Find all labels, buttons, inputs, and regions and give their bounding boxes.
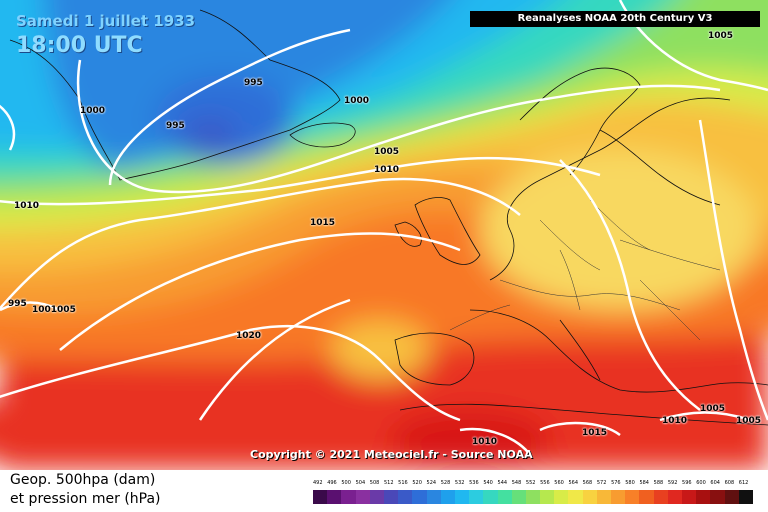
isobar-lines — [0, 0, 768, 455]
color-swatch — [426, 490, 442, 504]
isobar-label: 1010 — [472, 437, 498, 447]
scale-tick-label: 508 — [369, 480, 380, 486]
isobar-label: 1005 — [374, 147, 400, 157]
scale-tick-label: 536 — [469, 480, 479, 486]
scale-tick-label: 596 — [682, 480, 692, 486]
scale-tick-label: 552 — [525, 480, 536, 486]
scale-tick-label: 540 — [483, 480, 493, 486]
time-label: 18:00 UTC — [16, 33, 143, 58]
color-swatch — [710, 490, 726, 504]
legend-title-pressure: et pression mer (hPa) — [10, 491, 161, 507]
color-swatch — [327, 490, 342, 504]
scale-tick-label: 528 — [440, 480, 451, 486]
isobar-label: 1000 — [80, 106, 106, 116]
color-swatch — [454, 490, 470, 504]
color-swatch — [625, 490, 640, 504]
scale-tick-label: 516 — [398, 480, 408, 486]
color-swatch — [653, 490, 669, 504]
scale-tick-label: 564 — [568, 480, 579, 486]
scale-tick-label: 496 — [327, 480, 337, 486]
color-swatch — [497, 490, 513, 504]
color-scale: 492 496 500 504 508 512 516 520 524 528 532 536 540 5… — [313, 480, 754, 510]
color-swatch — [738, 490, 754, 504]
scale-tick-label: 520 — [412, 480, 422, 486]
isobar-label: 1005 — [708, 31, 734, 41]
isobar-label: 1005 — [736, 416, 762, 426]
scale-tick-label: 524 — [426, 480, 437, 486]
color-swatch — [667, 490, 683, 504]
scale-tick-label: 532 — [454, 480, 465, 486]
scale-tick-label: 500 — [341, 480, 351, 486]
color-swatch — [469, 490, 484, 504]
isobar-label: 1015 — [582, 428, 608, 438]
color-swatch — [511, 490, 527, 504]
color-swatch — [383, 490, 399, 504]
color-swatch — [682, 490, 697, 504]
scale-tick-label: 592 — [667, 480, 678, 486]
color-swatch — [540, 490, 555, 504]
scale-tick-label: 604 — [710, 480, 720, 486]
color-swatch — [724, 490, 740, 504]
isobar-label: 995 — [244, 78, 263, 88]
geopotential-map: Samedi 1 juillet 1933 18:00 UTC Reanalys… — [0, 0, 768, 470]
color-swatch — [440, 490, 456, 504]
isobar-label: 995 — [166, 121, 185, 131]
color-swatch — [398, 490, 413, 504]
scale-tick-label: 600 — [696, 480, 706, 486]
scale-tick-label: 548 — [511, 480, 522, 486]
scale-tick-label: 560 — [554, 480, 564, 486]
scale-tick-label: 584 — [639, 480, 649, 486]
isobar-label: 1015 — [310, 218, 336, 228]
color-swatch — [341, 490, 357, 504]
color-swatch — [639, 490, 655, 504]
legend-footer: Geop. 500hpa (dam) et pression mer (hPa)… — [0, 470, 768, 512]
isobar-label: 1020 — [236, 331, 262, 341]
scale-tick-label: 572 — [596, 480, 607, 486]
scale-tick-label: 544 — [497, 480, 508, 486]
scale-tick-label: 568 — [582, 480, 593, 486]
isobar-label: 1010 — [374, 165, 400, 175]
color-swatch — [313, 490, 328, 504]
scale-tick-label: 588 — [653, 480, 664, 486]
source-banner: Reanalyses NOAA 20th Century V3 — [470, 11, 760, 27]
color-swatch — [412, 490, 428, 504]
isobar-label: 1005 — [700, 404, 726, 414]
scale-tick-label: 608 — [724, 480, 735, 486]
isobar-label: 995 — [8, 299, 27, 309]
color-swatch — [568, 490, 584, 504]
copyright-text: Copyright © 2021 Meteociel.fr - Source N… — [250, 448, 533, 461]
color-swatch — [596, 490, 612, 504]
color-swatch — [369, 490, 385, 504]
color-swatch — [483, 490, 498, 504]
date-label: Samedi 1 juillet 1933 — [16, 12, 196, 30]
scale-tick-label: 492 — [313, 480, 323, 486]
scale-tick-label: 612 — [738, 480, 749, 486]
scale-tick-label: 512 — [383, 480, 394, 486]
color-swatch — [696, 490, 711, 504]
scale-tick-label: 580 — [625, 480, 635, 486]
legend-title-geopotential: Geop. 500hpa (dam) — [10, 472, 156, 488]
scale-tick-label: 556 — [540, 480, 550, 486]
color-swatch — [355, 490, 371, 504]
color-swatch — [611, 490, 626, 504]
isobar-label: 1010 — [14, 201, 40, 211]
map-canvas — [0, 0, 768, 470]
color-swatch — [525, 490, 541, 504]
isobar-label: 1001005 — [32, 305, 76, 315]
scale-tick-label: 576 — [611, 480, 621, 486]
isobar-label: 1010 — [662, 416, 688, 426]
color-swatch — [554, 490, 569, 504]
isobar-label: 1000 — [344, 96, 370, 106]
color-swatch — [582, 490, 598, 504]
scale-tick-label: 504 — [355, 480, 366, 486]
